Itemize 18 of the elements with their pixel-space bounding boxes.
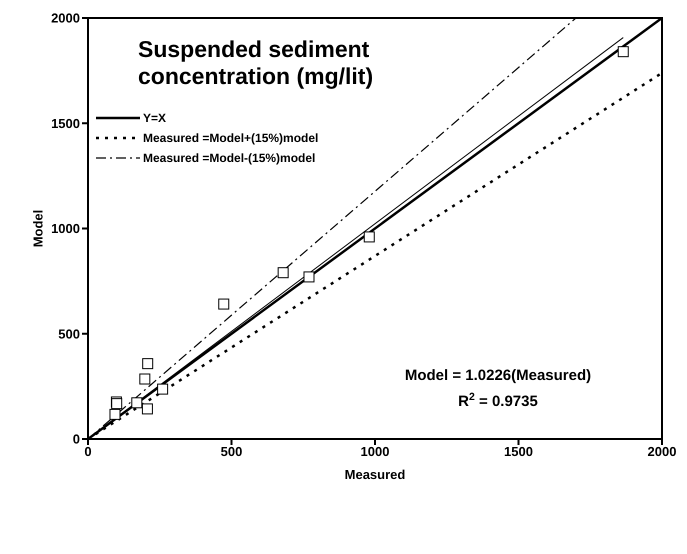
text: Suspended sediment concentration (mg/lit) [138,36,374,90]
y-tick-label: 0 [72,432,80,447]
y-tick-label: 500 [58,326,80,342]
y-tick-label: 1000 [51,221,80,236]
y-tick-label: 1500 [51,116,80,131]
x-tick-label: 1500 [504,444,533,460]
legend-label: Measured =Model-(15%)model [143,151,316,165]
annotation: Model = 1.0226(Measured) [404,367,592,384]
x-tick-label: 500 [220,444,242,460]
x-tick-label: 1000 [360,444,390,460]
y-axis-title: Model [30,210,46,248]
y-tick-label: 2000 [51,10,80,26]
legend-label: Y=X [143,111,166,125]
annotation: R$^{2}$ = 0.9735 [458,391,538,410]
x-tick-label: 0 [84,444,92,460]
x-tick-label: 2000 [648,444,676,460]
legend-label: Measured =Model+(15%)model [143,131,318,145]
x-axis-title: Measured [344,467,406,482]
